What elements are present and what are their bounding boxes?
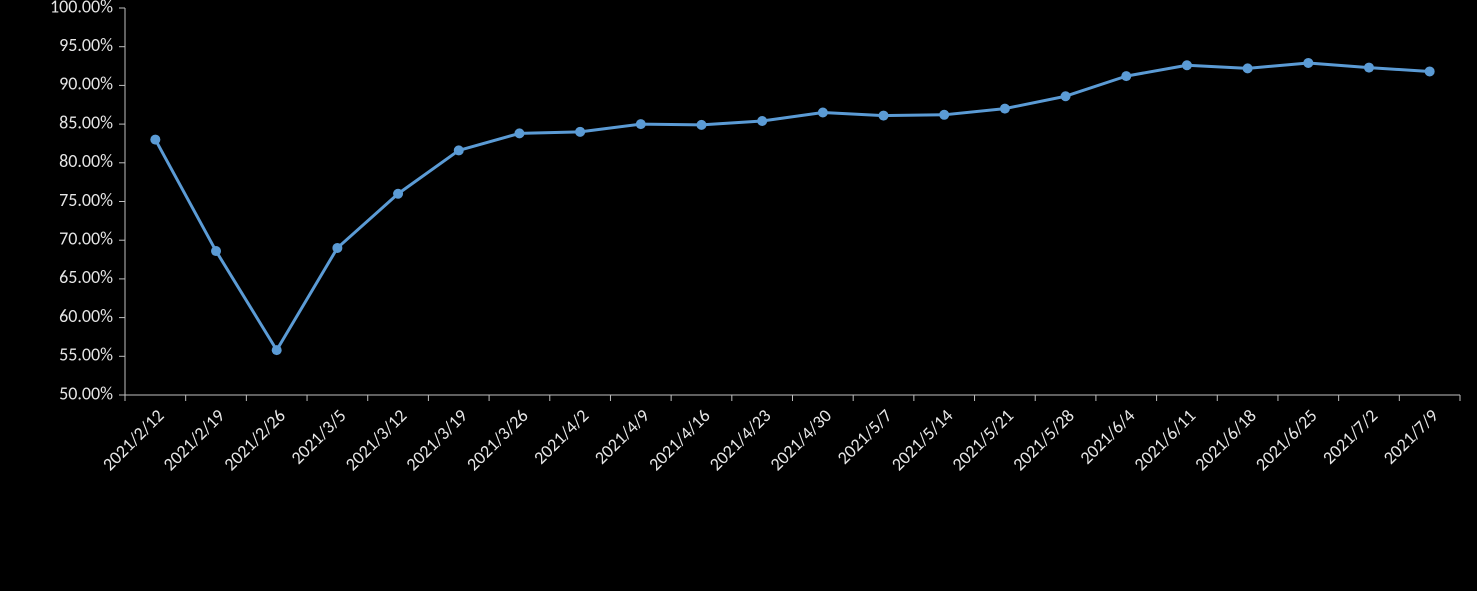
y-axis-label: 70.00% <box>59 227 113 249</box>
series-marker <box>514 128 524 138</box>
series-marker <box>150 135 160 145</box>
series-marker <box>636 119 646 129</box>
series-marker <box>1425 66 1435 76</box>
series-marker <box>1121 71 1131 81</box>
series-marker <box>818 107 828 117</box>
y-axis-label: 90.00% <box>59 73 113 95</box>
series-marker <box>1061 91 1071 101</box>
series-marker <box>757 116 767 126</box>
line-chart: 50.00% 55.00% 60.00% 65.00% 70.00% 75.00% 80.0… <box>0 0 1477 591</box>
series-marker <box>1364 63 1374 73</box>
series-marker <box>1303 58 1313 68</box>
y-axis-label: 80.00% <box>59 150 113 172</box>
y-axis-label: 100.00% <box>50 0 113 17</box>
series-marker <box>272 345 282 355</box>
series-marker <box>393 189 403 199</box>
series-marker <box>1243 63 1253 73</box>
y-axis-label: 55.00% <box>59 344 113 366</box>
series-marker <box>575 127 585 137</box>
series-marker <box>454 145 464 155</box>
y-axis-label: 95.00% <box>59 34 113 56</box>
y-axis-label: 60.00% <box>59 305 113 327</box>
series-marker <box>1182 60 1192 70</box>
y-axis-label: 75.00% <box>59 189 113 211</box>
series-marker <box>696 120 706 130</box>
series-marker <box>211 246 221 256</box>
y-axis-label: 65.00% <box>59 266 113 288</box>
y-axis-label: 85.00% <box>59 111 113 133</box>
series-marker <box>939 110 949 120</box>
series-marker <box>1000 104 1010 114</box>
series-marker <box>879 111 889 121</box>
series-marker <box>332 243 342 253</box>
chart-background <box>0 0 1477 591</box>
y-axis-label: 50.00% <box>59 382 113 404</box>
